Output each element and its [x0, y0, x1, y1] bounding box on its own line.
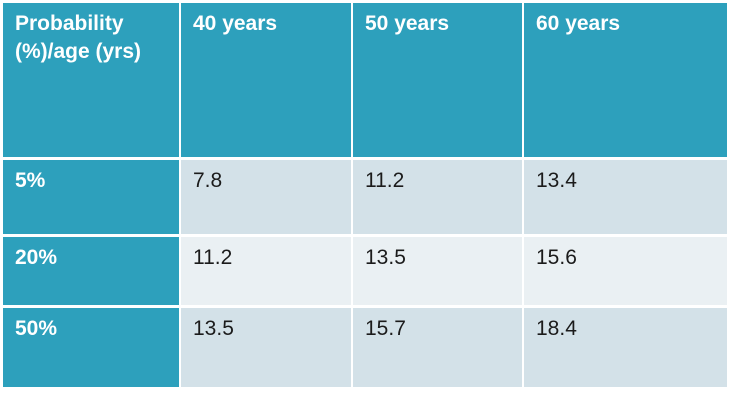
cell-5pct-50yrs: 11.2: [353, 160, 524, 237]
column-header-40-years: 40 years: [181, 3, 353, 160]
cell-50pct-40yrs: 13.5: [181, 308, 353, 387]
cell-5pct-40yrs: 7.8: [181, 160, 353, 237]
column-header-50-years: 50 years: [353, 3, 524, 160]
table-header-row: Probability (%)/age (yrs) 40 years 50 ye…: [3, 3, 727, 160]
table-row: 50% 13.5 15.7 18.4: [3, 308, 727, 387]
row-label-5pct: 5%: [3, 160, 181, 237]
corner-header-cell: Probability (%)/age (yrs): [3, 3, 181, 160]
table-row: 5% 7.8 11.2 13.4: [3, 160, 727, 237]
cell-50pct-50yrs: 15.7: [353, 308, 524, 387]
column-header-60-years: 60 years: [524, 3, 727, 160]
cell-50pct-60yrs: 18.4: [524, 308, 727, 387]
cell-5pct-60yrs: 13.4: [524, 160, 727, 237]
cell-20pct-60yrs: 15.6: [524, 237, 727, 308]
probability-age-table: Probability (%)/age (yrs) 40 years 50 ye…: [3, 3, 727, 387]
table-row: 20% 11.2 13.5 15.6: [3, 237, 727, 308]
row-label-20pct: 20%: [3, 237, 181, 308]
cell-20pct-50yrs: 13.5: [353, 237, 524, 308]
row-label-50pct: 50%: [3, 308, 181, 387]
cell-20pct-40yrs: 11.2: [181, 237, 353, 308]
